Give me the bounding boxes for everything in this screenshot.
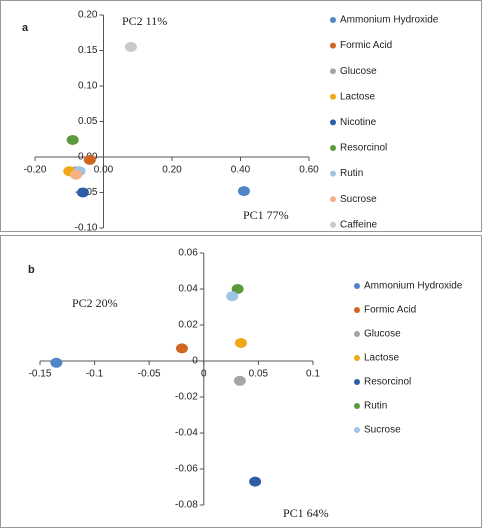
legend-marker [354, 403, 360, 409]
legend-marker [330, 119, 336, 126]
y-tick-label: 0.15 [78, 45, 98, 56]
legend-marker [330, 68, 336, 75]
legend-label: Glucose [364, 329, 401, 340]
legend-marker [354, 355, 360, 361]
legend-label: Rutin [340, 168, 363, 179]
y-axis-label: PC2 20% [72, 296, 118, 310]
legend-label: Caffeine [340, 219, 378, 230]
y-tick-label: 0.20 [78, 10, 98, 21]
legend-label: Resorcinol [364, 377, 411, 388]
panel-frame [0, 0, 482, 232]
legend-label: Ammonium Hydroxide [364, 281, 463, 292]
point [234, 338, 247, 348]
legend-label: Nicotine [340, 117, 377, 128]
legend-label: Formic Acid [364, 305, 416, 316]
point [226, 291, 239, 302]
y-axis-label: PC2 11% [122, 14, 167, 28]
legend-label: Lactose [364, 353, 399, 364]
x-tick-label: 0.1 [306, 369, 320, 380]
y-tick-label: -0.10 [75, 223, 98, 234]
x-tick-label: -0.15 [29, 369, 52, 380]
x-tick-label: 0.00 [94, 165, 114, 176]
legend-marker [330, 42, 336, 49]
legend-label: Ammonium Hydroxide [340, 15, 439, 26]
point [231, 284, 244, 294]
legend-label: Glucose [340, 66, 377, 77]
legend-marker [330, 170, 336, 177]
y-tick-label: 0.06 [178, 248, 198, 259]
legend-marker [330, 93, 336, 100]
legend-marker [330, 145, 336, 151]
legend-label: Formic Acid [340, 40, 392, 51]
legend-label: Rutin [364, 401, 387, 412]
y-tick-label: 0.10 [78, 81, 98, 92]
y-tick-label: -0.06 [175, 464, 198, 475]
point [50, 357, 63, 368]
x-tick-label: -0.05 [138, 369, 161, 380]
point [175, 343, 188, 354]
x-tick-label: 0.05 [249, 369, 269, 380]
legend-label: Sucrose [340, 194, 377, 205]
point [83, 154, 96, 165]
legend-label: Lactose [340, 91, 375, 102]
x-tick-label: 0.60 [299, 165, 319, 176]
x-tick-label: 0.40 [231, 165, 251, 176]
x-axis-label: PC1 77% [243, 208, 289, 222]
legend-marker [354, 379, 360, 385]
point [66, 134, 79, 145]
point [124, 41, 137, 52]
x-tick-label: -0.1 [86, 369, 104, 380]
panel-label: a [22, 22, 29, 34]
legend-marker [330, 17, 336, 23]
point [233, 375, 246, 386]
legend-marker [330, 196, 336, 203]
x-axis-label: PC1 64% [283, 506, 329, 520]
legend-marker [354, 331, 360, 337]
legend-marker [354, 427, 360, 433]
point [70, 169, 83, 180]
y-tick-label: 0 [192, 356, 198, 367]
x-tick-label: -0.20 [24, 165, 47, 176]
x-tick-label: 0.20 [162, 165, 182, 176]
y-tick-label: 0.04 [178, 284, 198, 295]
y-tick-label: 0.05 [78, 116, 98, 127]
y-tick-label: -0.02 [175, 392, 198, 403]
y-tick-label: 0.02 [178, 320, 198, 331]
legend-marker [330, 221, 336, 228]
point [249, 476, 262, 487]
x-tick-label: 0 [201, 369, 207, 380]
legend-marker [354, 307, 360, 313]
y-tick-label: -0.04 [175, 428, 198, 439]
legend-label: Resorcinol [340, 143, 387, 154]
y-tick-label: -0.08 [175, 500, 198, 511]
legend-marker [354, 283, 360, 289]
point [76, 187, 89, 198]
panel-label: b [28, 264, 35, 276]
point [237, 186, 250, 197]
legend-label: Sucrose [364, 425, 401, 436]
